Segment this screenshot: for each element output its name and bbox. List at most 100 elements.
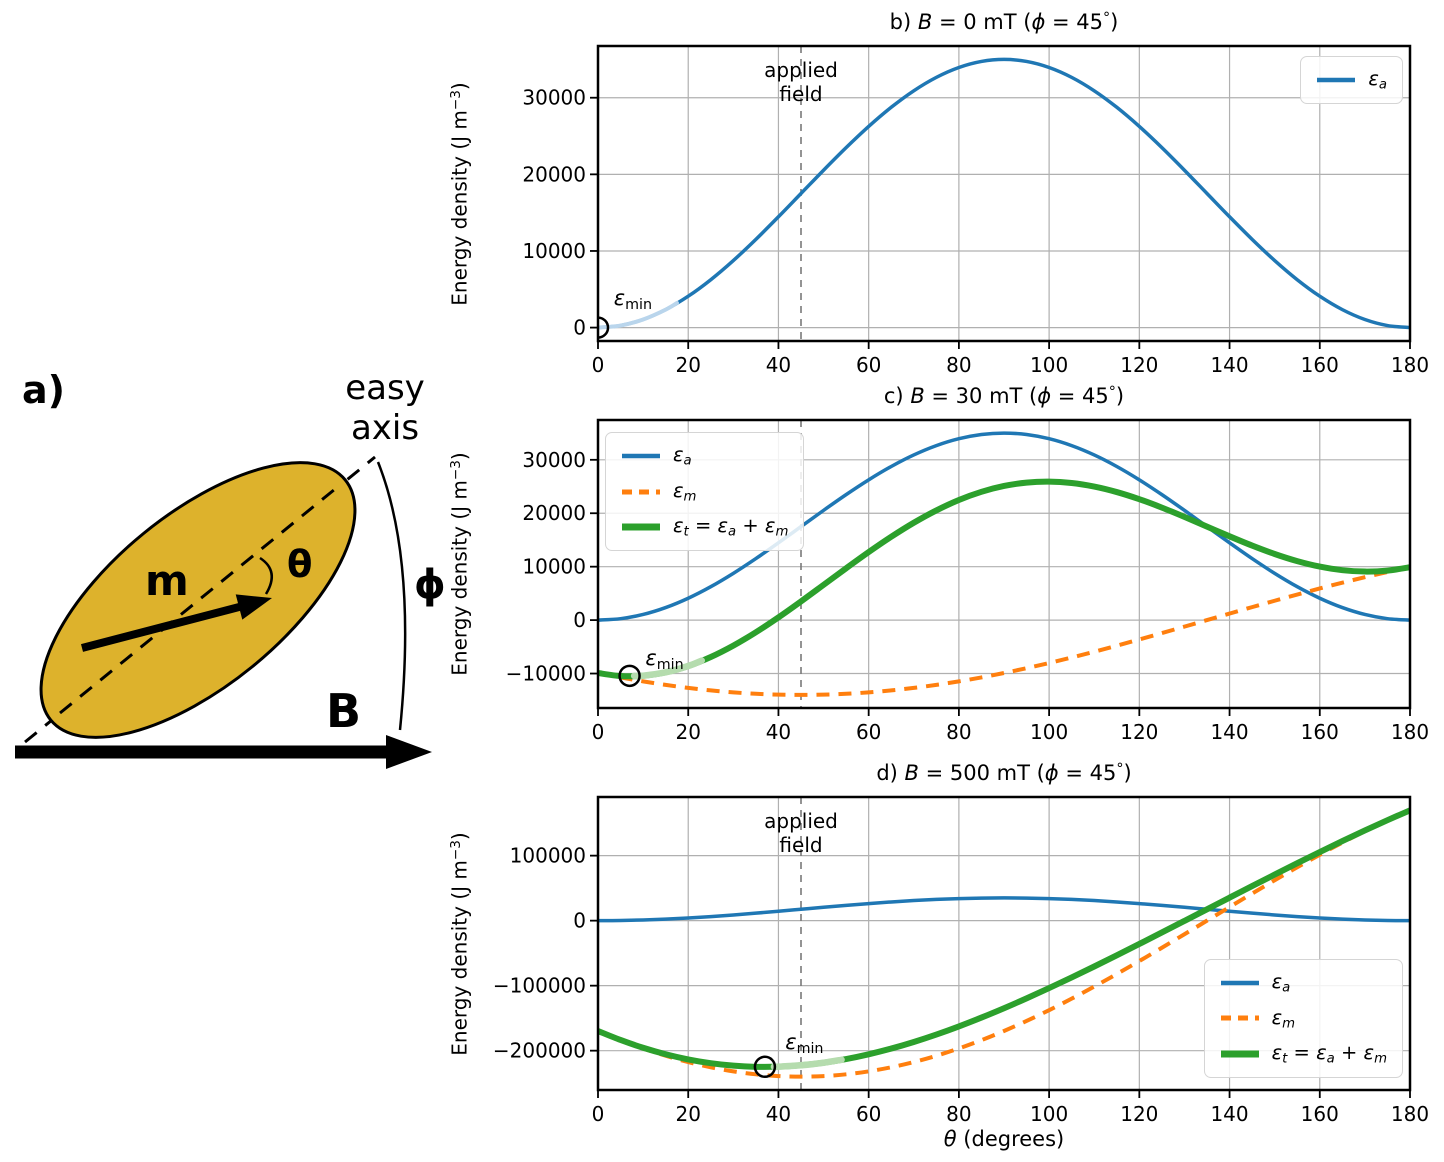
legend-entry-ea: εa: [1316, 67, 1387, 93]
legend-line-sample-ea: [622, 453, 660, 459]
y-axis-label: Energy density (J m−3): [440, 420, 480, 708]
text-fragment: = 0 mT (: [932, 10, 1032, 35]
text-fragment: = 500 mT (: [918, 761, 1045, 786]
text-fragment: ε: [1271, 1005, 1283, 1029]
x-tick-label: 140: [1210, 720, 1248, 744]
y-tick-label: 0: [573, 608, 586, 632]
legend-label-et: εt = εa + εm: [1272, 1041, 1387, 1067]
y-tick-label: 10000: [522, 239, 586, 263]
magnetization-arrow-shaft: [80, 602, 245, 652]
energy-min-label: εmin: [645, 646, 683, 673]
text-fragment: m: [1282, 1016, 1296, 1032]
text-fragment: b): [889, 10, 918, 35]
text-fragment: °: [1116, 761, 1124, 777]
text-fragment: ): [1115, 384, 1125, 409]
x-tick-label: 160: [1301, 720, 1339, 744]
text-fragment: ): [1110, 10, 1119, 35]
text-fragment: ε: [673, 514, 684, 538]
series-line-em: [598, 565, 1410, 697]
legend-label-ea: εa: [1368, 67, 1387, 93]
text-fragment: −3: [448, 89, 465, 110]
legend-label-em: εm: [673, 479, 696, 505]
text-fragment: Energy density (J m: [448, 109, 472, 306]
plot-title-d: d) B = 500 mT (ϕ = 45°): [598, 761, 1410, 785]
text-fragment: ε: [785, 1029, 797, 1054]
x-tick-label: 160: [1301, 1102, 1339, 1126]
legend-entry-et: εt = εa + εm: [621, 514, 788, 540]
x-tick-label: 20: [675, 1102, 700, 1126]
x-tick-label: 0: [592, 720, 605, 744]
y-axis-label: Energy density (J m−3): [440, 797, 480, 1090]
easy-axis-label-line1: easy: [345, 368, 425, 408]
energy-min-marker: [753, 1055, 777, 1079]
text-fragment: m: [1374, 1052, 1387, 1067]
y-tick-label: 30000: [522, 448, 586, 472]
text-fragment: ε: [673, 443, 684, 466]
legend-line-sample-em: [1220, 1015, 1259, 1021]
x-tick-label: 0: [592, 353, 605, 377]
magnetization-arrow-head: [235, 594, 272, 620]
y-tick-label: 30000: [522, 86, 586, 110]
x-tick-label: 100: [1030, 1102, 1068, 1126]
b-field-label: B: [326, 684, 361, 738]
series-line-ea: [598, 57, 1410, 330]
legend-line-sample-et: [622, 523, 660, 531]
x-tick-label: 40: [766, 720, 791, 744]
text-fragment: =: [688, 514, 718, 538]
plot-panel-c: 0 20 40 60 80 100 120 140 160 180 −10000 0 10000 2000…: [506, 418, 1429, 744]
text-fragment: ε: [673, 478, 684, 502]
legend-b: εa: [1300, 56, 1403, 104]
energy-min-label: εmin: [614, 286, 652, 313]
plot-area-c: 0 20 40 60 80 100 120 140 160 180 −10000 0 10000 2000…: [506, 418, 1429, 744]
axes-spine: [596, 44, 1412, 343]
text-fragment: t: [1282, 1052, 1288, 1067]
legend-line-sample-em: [622, 489, 660, 495]
legend-label-ea: εa: [1272, 970, 1291, 996]
text-fragment: ε: [1368, 67, 1379, 90]
phi-label: ϕ: [414, 562, 446, 608]
x-axis-label: θ (degrees): [598, 1127, 1410, 1151]
legend-entry-et: εt = εa + εm: [1220, 1041, 1387, 1067]
x-tick-label: 100: [1030, 720, 1068, 744]
text-fragment: m: [775, 525, 789, 541]
legend-line-sample-ea: [1317, 77, 1356, 83]
y-axis-label: Energy density (J m−3): [440, 46, 480, 341]
text-fragment: ): [448, 452, 472, 461]
x-tick-label: 40: [766, 1102, 791, 1126]
nanoparticle-ellipse: [39, 461, 357, 739]
legend-c: εa εm εt = εa + εm: [605, 432, 805, 552]
series-line-et: [598, 807, 1410, 1070]
text-fragment: ε: [613, 286, 626, 311]
text-fragment: a: [728, 525, 737, 541]
text-fragment: +: [736, 514, 765, 538]
x-tick-label: 180: [1391, 1102, 1429, 1126]
x-tick-label: 80: [946, 1102, 971, 1126]
text-fragment: ε: [1271, 969, 1283, 993]
text-fragment: a: [1282, 980, 1291, 996]
text-fragment: c): [883, 384, 911, 409]
b-field-arrow-head: [386, 735, 432, 769]
x-tick-label: 120: [1120, 1102, 1158, 1126]
y-tick-label: 20000: [522, 162, 586, 186]
legend-line-sample-et: [1220, 1050, 1259, 1058]
axes-spine: [596, 795, 1412, 1092]
panel-a-diagram: a) easy axis m θ ϕ B: [15, 368, 446, 769]
applied-field-annotation: applied field: [764, 58, 838, 106]
text-fragment: =: [1287, 1041, 1317, 1065]
legend-entry-em: εm: [1220, 1006, 1387, 1032]
energy-min-marker: [618, 664, 641, 688]
text-fragment: ε: [764, 514, 776, 538]
y-tick-label: 10000: [522, 555, 586, 579]
x-tick-label: 40: [766, 353, 791, 377]
energy-min-highlight: [770, 1056, 845, 1071]
x-tick-label: 80: [946, 720, 971, 744]
legend-label-em: εm: [1272, 1006, 1295, 1032]
x-tick-label: 160: [1301, 353, 1339, 377]
y-tick-label: 0: [573, 316, 586, 340]
text-fragment: ε: [1316, 1041, 1327, 1065]
text-fragment: min: [796, 1040, 824, 1057]
text-fragment: = 45: [1045, 10, 1103, 35]
plot-title-b: b) B = 0 mT (ϕ = 45°): [598, 10, 1410, 34]
text-fragment: min: [625, 297, 653, 314]
